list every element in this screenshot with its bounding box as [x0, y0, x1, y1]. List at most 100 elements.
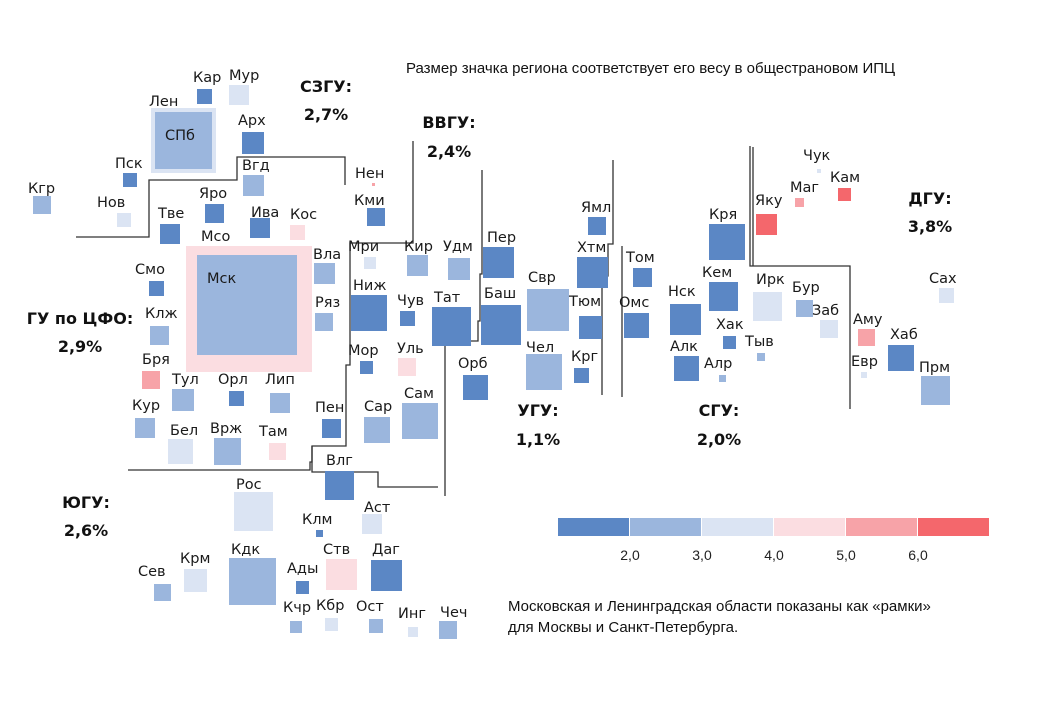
district-name: СГУ: — [699, 401, 740, 420]
region-label-Кдк: Кдк — [231, 542, 260, 558]
region-label-Аст: Аст — [364, 500, 391, 516]
district-name: ВВГУ: — [422, 113, 475, 132]
region-tile-Даг — [371, 560, 402, 591]
region-label-Ива: Ива — [251, 205, 279, 221]
region-label-Кгр: Кгр — [28, 181, 55, 197]
region-tile-Тюм — [579, 316, 602, 339]
region-label-Вгд: Вгд — [242, 158, 270, 174]
region-tile-Кур — [135, 418, 155, 438]
region-tile-Ямл — [588, 217, 606, 235]
region-tile-Мор — [360, 361, 373, 374]
region-tile-Аст — [362, 514, 382, 534]
region-label-Кир: Кир — [404, 239, 433, 255]
region-tile-Пер — [483, 247, 514, 278]
region-tile-Прм — [921, 376, 950, 405]
region-tile-Хак — [723, 336, 736, 349]
region-tile-Том — [633, 268, 652, 287]
region-tile-Влг — [325, 471, 354, 500]
region-tile-Кар — [197, 89, 212, 104]
region-label-Том: Том — [625, 250, 655, 266]
region-label-Алр: Алр — [704, 356, 732, 372]
district-value: 2,6% — [64, 521, 108, 540]
chart-title: Размер значка региона соответствует его … — [406, 60, 895, 77]
region-label-Тул: Тул — [171, 372, 199, 388]
region-tile-Тыв — [757, 353, 765, 361]
region-tile-Уль — [398, 358, 416, 376]
region-label-Омс: Омс — [619, 295, 649, 311]
region-label-Удм: Удм — [443, 239, 473, 255]
footnote-line-2: для Москвы и Санкт-Петербурга. — [508, 619, 738, 636]
region-label-Клм: Клм — [302, 512, 333, 528]
region-label-Алк: Алк — [670, 339, 698, 355]
region-label-Даг: Даг — [372, 542, 400, 558]
region-tile-Кря — [709, 224, 745, 260]
region-tile-Заб — [820, 320, 838, 338]
region-label-Орб: Орб — [458, 356, 488, 372]
region-label-Лип: Лип — [265, 372, 295, 388]
legend-tick: 4,0 — [764, 547, 784, 563]
region-label-Тюм: Тюм — [568, 294, 601, 310]
region-tile-Нен — [372, 183, 375, 186]
legend-swatch — [558, 518, 629, 536]
region-tile-Бел — [168, 439, 193, 464]
region-label-Пен: Пен — [315, 400, 344, 416]
region-tile-Сам — [402, 403, 438, 439]
region-label-Бря: Бря — [142, 352, 170, 368]
region-labels: Кар Мур Лен СПб Арх Вгд Пск Нов Кгр Нен Кми Тве Яро М… — [28, 68, 957, 622]
region-label-Маг: Маг — [790, 180, 819, 196]
district-name: ГУ по ЦФО: — [27, 309, 133, 328]
district-border — [128, 141, 414, 471]
region-tile-Кам — [838, 188, 851, 201]
region-tile-Мск — [197, 255, 297, 355]
region-label-СПб: СПб — [165, 128, 195, 144]
region-label-Крг: Крг — [571, 349, 598, 365]
region-label-Клж: Клж — [145, 306, 178, 322]
region-label-Ств: Ств — [323, 542, 350, 558]
legend-swatch — [774, 518, 845, 536]
region-label-Прм: Прм — [919, 360, 950, 376]
region-label-Евр: Евр — [851, 354, 878, 370]
region-label-Смо: Смо — [135, 262, 165, 278]
region-tile-Аму — [858, 329, 875, 346]
district-name: ЮГУ: — [62, 493, 110, 512]
district-name: УГУ: — [517, 401, 558, 420]
region-label-Сам: Сам — [404, 386, 434, 402]
region-label-Уль: Уль — [397, 341, 424, 357]
region-label-Нен: Нен — [355, 166, 384, 182]
region-tile-Чув — [400, 311, 415, 326]
region-tile-Пск — [123, 173, 137, 187]
district-labels: СЗГУ: 2,7% ВВГУ: 2,4% ГУ по ЦФО: 2,9% ЮГУ: 2,6%… — [27, 77, 952, 540]
region-tile-Инг — [408, 627, 418, 637]
region-label-Яро: Яро — [199, 186, 227, 202]
region-label-Заб: Заб — [812, 303, 839, 319]
region-tile-Бур — [796, 300, 813, 317]
region-tile-Яку — [756, 214, 777, 235]
region-tile-Яро — [205, 204, 224, 223]
region-label-Мор: Мор — [348, 343, 379, 359]
region-tile-Лип — [270, 393, 290, 413]
footnote-line-1: Московская и Ленинградская области показ… — [508, 598, 931, 615]
region-tile-Чук — [817, 169, 821, 173]
region-tile-СПб — [155, 112, 212, 169]
region-tile-Там — [269, 443, 286, 460]
region-tile-Врж — [214, 438, 241, 465]
region-label-Орл: Орл — [218, 372, 248, 388]
region-tile-Нов — [117, 213, 131, 227]
region-tiles — [33, 85, 954, 639]
district-value: 1,1% — [516, 430, 560, 449]
district-name: СЗГУ: — [300, 77, 352, 96]
region-label-Ады: Ады — [287, 561, 318, 577]
region-tile-Смо — [149, 281, 164, 296]
region-tile-Сев — [154, 584, 171, 601]
region-label-Чел: Чел — [526, 340, 554, 356]
region-label-Хтм: Хтм — [577, 240, 606, 256]
district-value: 2,9% — [58, 337, 102, 356]
region-tile-Ниж — [351, 295, 387, 331]
region-tile-Кми — [367, 208, 385, 226]
region-label-Бел: Бел — [170, 423, 198, 439]
region-label-Инг: Инг — [398, 606, 426, 622]
region-label-Там: Там — [258, 424, 288, 440]
region-label-Влг: Влг — [326, 453, 353, 469]
region-label-Ирк: Ирк — [756, 272, 785, 288]
region-tile-Крм — [184, 569, 207, 592]
